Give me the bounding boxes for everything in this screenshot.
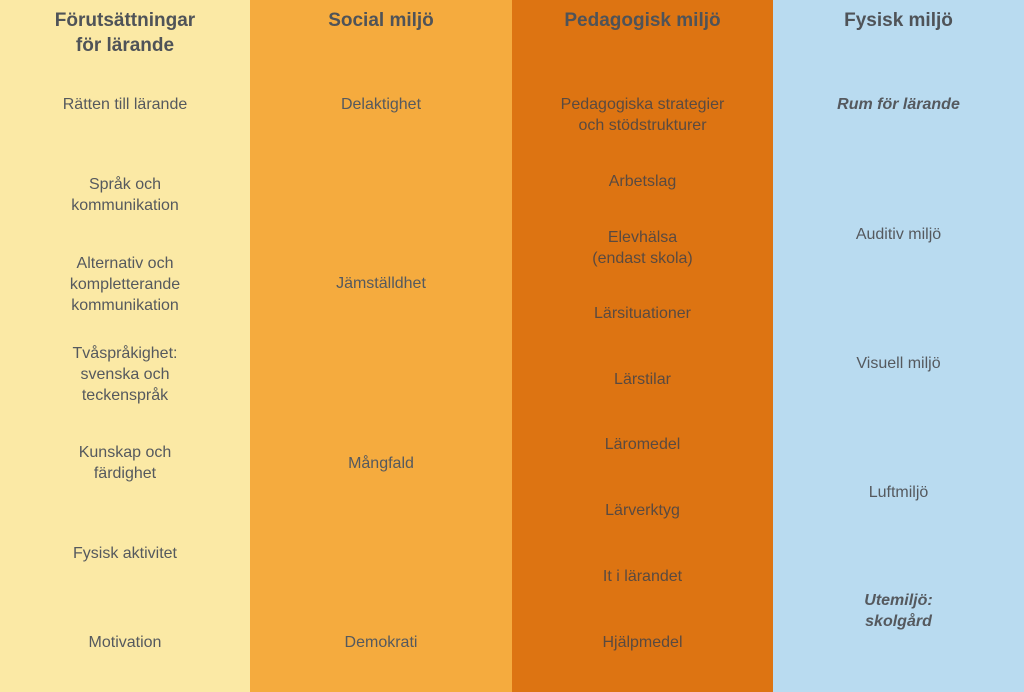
list-item: Auditiv miljö xyxy=(855,226,942,243)
list-item: Lärverktyg xyxy=(605,502,680,519)
list-item: Arbetslag xyxy=(608,173,677,190)
column-heading: Pedagogisk miljö xyxy=(564,10,721,31)
list-item: It i lärandet xyxy=(602,568,683,585)
list-item: Visuell miljö xyxy=(856,355,941,372)
list-item: Hjälpmedel xyxy=(602,634,683,651)
list-item: Tvåspråkighet: svenska och teckenspråk xyxy=(72,345,178,404)
list-item: Pedagogiska strategier och stödstrukture… xyxy=(560,96,725,134)
list-item: Lärsituationer xyxy=(594,305,691,322)
list-item: Fysisk aktivitet xyxy=(72,545,177,562)
column-pedagogical-environment: Pedagogisk miljö Pedagogiska strategier … xyxy=(512,0,773,692)
list-item: Luftmiljö xyxy=(868,484,929,501)
list-item: Kunskap och färdighet xyxy=(78,444,172,482)
column-heading: Förutsättningar för lärande xyxy=(54,10,196,56)
list-item: Mångfald xyxy=(348,455,414,472)
list-item: Delaktighet xyxy=(340,96,422,113)
column-social-environment: Social miljö Delaktighet Jämställdhet Må… xyxy=(250,0,512,692)
list-item: Jämställdhet xyxy=(336,275,426,292)
column-prerequisites: Förutsättningar för lärande Rätten till … xyxy=(0,0,250,692)
list-item: Demokrati xyxy=(344,634,418,651)
list-item: Motivation xyxy=(88,634,162,651)
list-item: Elevhälsa (endast skola) xyxy=(592,229,693,267)
column-heading: Social miljö xyxy=(328,10,434,31)
list-item: Alternativ och kompletterande kommunikat… xyxy=(69,255,181,314)
list-item: Språk och kommunikation xyxy=(71,176,179,214)
list-item: Lärstilar xyxy=(614,371,671,388)
list-item: Läromedel xyxy=(604,436,681,453)
list-item: Rum för lärande xyxy=(837,96,960,113)
column-heading: Fysisk miljö xyxy=(844,10,953,31)
list-item: Rätten till lärande xyxy=(62,96,188,113)
list-item: Utemiljö: skolgård xyxy=(864,592,933,630)
column-physical-environment: Fysisk miljö Rum för lärande Auditiv mil… xyxy=(773,0,1024,692)
